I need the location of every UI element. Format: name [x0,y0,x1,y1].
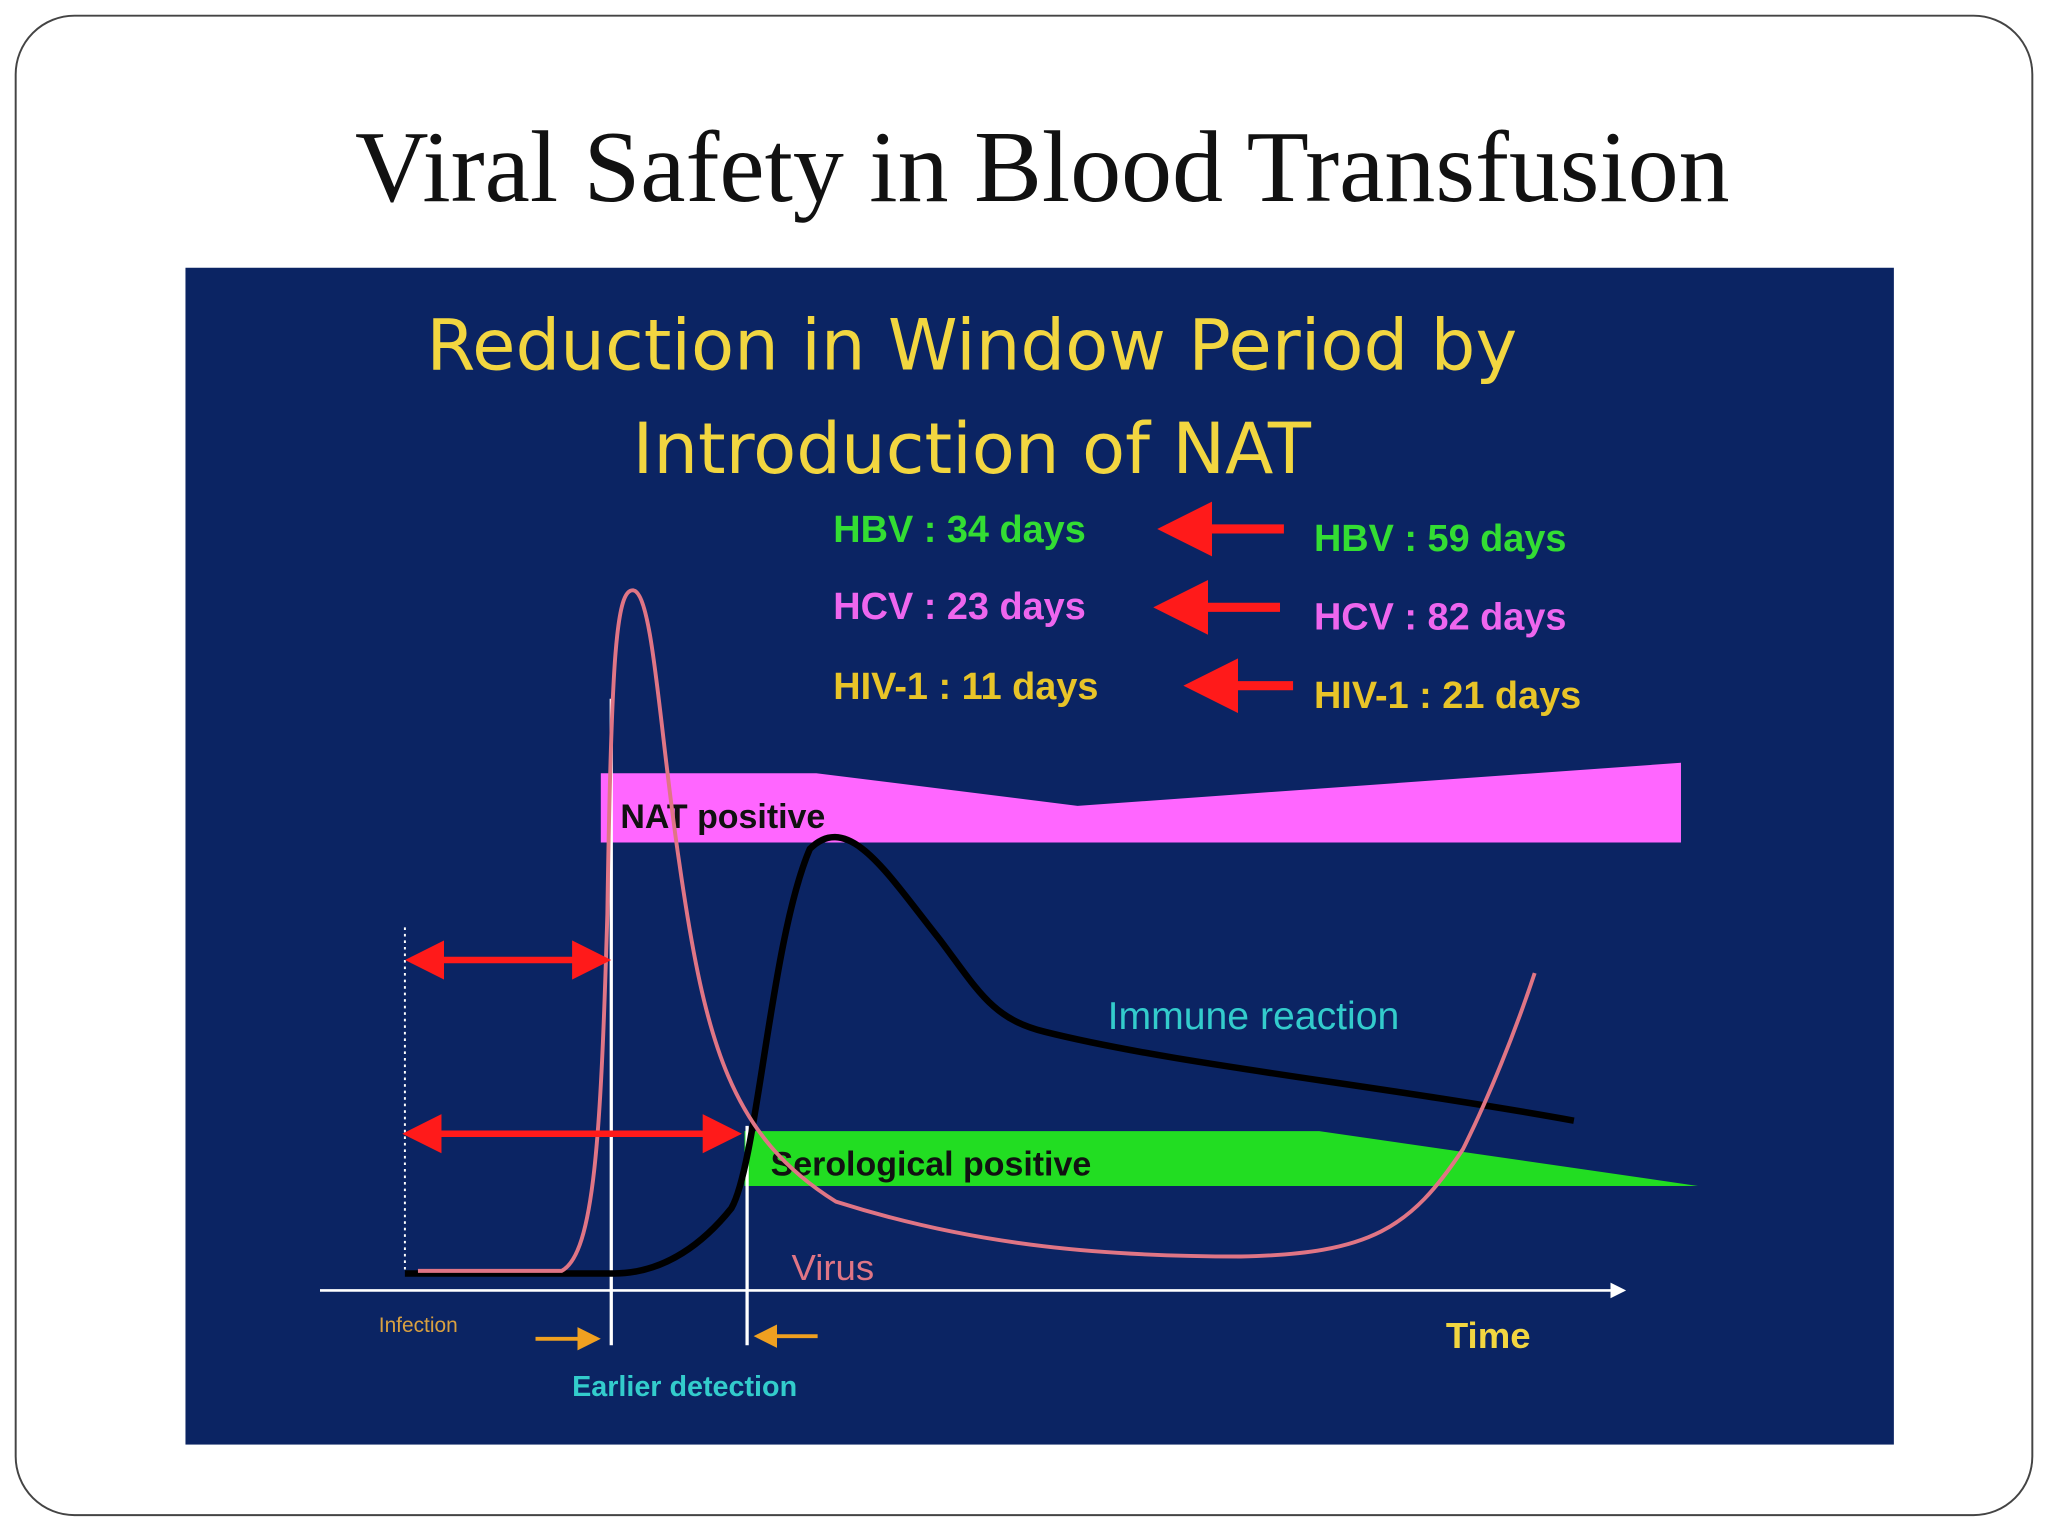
virus-curve [417,588,1537,1273]
serological-label: Serological positive [771,1146,1092,1184]
earlier-detection-label: Earlier detection [572,1371,797,1403]
figure-heading: Introduction of NAT [633,408,1312,490]
window-before: HIV-1 : 21 days [1314,675,1581,717]
nat-label: NAT positive [620,798,825,836]
time-label: Time [1446,1315,1531,1356]
immune-curve [404,833,1575,1277]
window-before: HCV : 82 days [1314,597,1567,639]
slide-title: Viral Safety in Blood Transfusion [355,111,1730,224]
figure-heading: Reduction in Window Period by [426,305,1517,387]
figure-panel [185,267,1894,1445]
immune-label: Immune reaction [1108,995,1400,1038]
serological-band [744,1131,1698,1186]
window-before: HBV : 59 days [1314,518,1567,560]
window-after: HIV-1 : 11 days [833,666,1098,708]
nat-band [600,762,1681,843]
virus-label: Virus [792,1247,875,1288]
window-after: HCV : 23 days [833,586,1086,628]
window-after: HBV : 34 days [833,509,1086,551]
infection-label: Infection [379,1314,458,1337]
